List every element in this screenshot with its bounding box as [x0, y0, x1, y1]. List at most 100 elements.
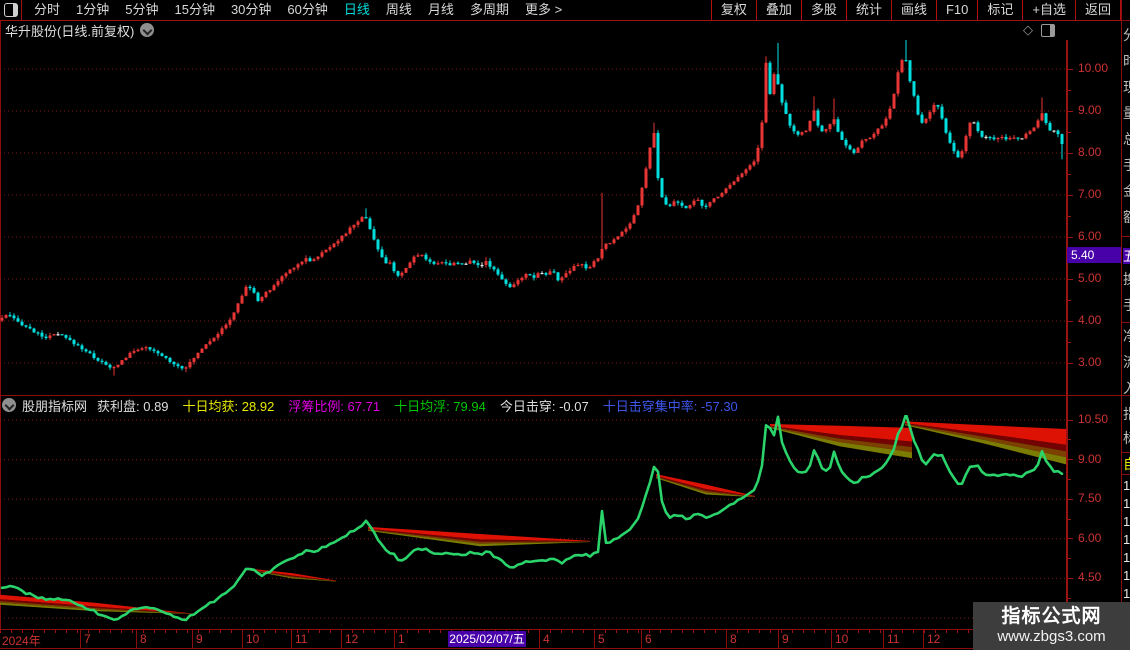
month-separator — [923, 630, 924, 648]
strip-digit: 1 — [1123, 514, 1130, 529]
action-叠加[interactable]: 叠加 — [755, 0, 801, 20]
title-dropdown-icon[interactable] — [140, 23, 155, 37]
strip-highlight-glyph: 五 — [1123, 248, 1130, 264]
strip-separator — [1122, 452, 1130, 453]
period-1分钟[interactable]: 1分钟 — [76, 2, 110, 17]
indicator-source-label: 股朋指标网 — [22, 398, 88, 414]
strip-clipped-glyph: 分 — [1123, 27, 1130, 43]
period-分时[interactable]: 分时 — [34, 2, 61, 17]
main-candlestick-chart[interactable] — [0, 40, 1066, 395]
main-axis-tick — [1068, 278, 1073, 280]
strip-clipped-glyph: 入 — [1123, 380, 1130, 396]
period-月线[interactable]: 月线 — [427, 2, 454, 17]
strip-separator — [1122, 474, 1130, 475]
strip-clipped-glyph: 现 — [1123, 79, 1130, 95]
month-separator — [883, 630, 884, 648]
period-5分钟[interactable]: 5分钟 — [125, 2, 159, 17]
month-label: 7 — [84, 632, 91, 646]
month-separator — [594, 630, 595, 648]
current-price-tag: 5.40 — [1067, 247, 1130, 263]
main-axis-label: 10.00 — [1078, 61, 1109, 75]
strip-yellow-glyph: 自 — [1123, 456, 1130, 472]
main-axis-label: 3.00 — [1078, 355, 1102, 369]
title-bar: 华升股份(日线.前复权) ◇ — [0, 21, 1121, 39]
window-layout-icon[interactable] — [4, 3, 18, 17]
period-周线[interactable]: 周线 — [385, 2, 412, 17]
month-separator — [778, 630, 779, 648]
lower-axis-minor-tick — [1068, 518, 1071, 520]
action-F10[interactable]: F10 — [935, 0, 977, 20]
indicator-field-十日击穿集中率: 十日击穿集中率: -57.30 — [602, 398, 738, 414]
top-menu-bar: 分时 1分钟 5分钟 15分钟 30分钟 60分钟 日线 周线 月线 多周期 更多 > 复权 叠加 多股… — [0, 0, 1121, 20]
period-30分钟[interactable]: 30分钟 — [230, 2, 272, 17]
main-axis-label: 9.00 — [1078, 103, 1102, 117]
month-separator — [539, 630, 540, 648]
month-label: 5 — [598, 632, 605, 646]
month-separator — [80, 630, 81, 648]
strip-clipped-glyph: 手 — [1123, 297, 1130, 313]
watermark-title: 指标公式网 — [1001, 606, 1102, 627]
month-label: 1 — [398, 632, 405, 646]
action-统计[interactable]: 统计 — [845, 0, 891, 20]
price-tag-value: 5.40 — [1071, 248, 1095, 262]
action-menu: 复权 叠加 多股 统计 画线 F10 标记 +自选 返回 — [710, 0, 1121, 20]
period-更多[interactable]: 更多 > — [524, 2, 563, 17]
period-60分钟[interactable]: 60分钟 — [287, 2, 328, 17]
month-label: 9 — [196, 632, 203, 646]
main-axis-label: 6.00 — [1078, 229, 1102, 243]
lower-axis-minor-tick — [1068, 558, 1071, 560]
axis-minor-ticks — [0, 630, 1066, 633]
strip-digit: 1 — [1123, 496, 1130, 511]
main-axis-minor-tick — [1068, 341, 1071, 343]
action-复权[interactable]: 复权 — [710, 0, 756, 20]
strip-clipped-glyph: 换 — [1123, 271, 1130, 287]
month-label: 12 — [345, 632, 359, 646]
main-axis-minor-tick — [1068, 173, 1071, 175]
month-label: 11 — [295, 632, 308, 646]
right-panel-edge: 分时现量总手金额换手净流入指标五自1111111 — [1121, 0, 1130, 650]
strip-clipped-glyph: 金 — [1123, 183, 1130, 199]
period-多周期[interactable]: 多周期 — [469, 2, 509, 17]
stock-title: 华升股份(日线.前复权) — [5, 23, 135, 39]
main-axis-minor-tick — [1068, 89, 1071, 91]
indicator-collapse-icon[interactable] — [2, 398, 16, 412]
indicator-chart[interactable] — [0, 415, 1066, 628]
strip-clipped-glyph: 净 — [1123, 328, 1130, 344]
strip-clipped-glyph: 总 — [1123, 131, 1130, 147]
main-axis-tick — [1068, 68, 1073, 70]
month-separator — [394, 630, 395, 648]
action-标记[interactable]: 标记 — [977, 0, 1022, 20]
month-separator — [136, 630, 137, 648]
main-axis-minor-tick — [1068, 299, 1071, 301]
lower-axis-label: 10.50 — [1078, 412, 1109, 426]
action-返回[interactable]: 返回 — [1074, 0, 1121, 20]
split-window-icon[interactable] — [1041, 23, 1055, 37]
selected-date-tag: 2025/02/07/五 — [448, 631, 526, 647]
action-画线[interactable]: 画线 — [890, 0, 936, 20]
indicator-field-获利盘: 获利盘: 0.89 — [97, 398, 169, 414]
diamond-icon[interactable]: ◇ — [1023, 22, 1033, 37]
main-axis-label: 4.00 — [1078, 313, 1102, 327]
strip-clipped-glyph: 指 — [1123, 406, 1130, 422]
strip-separator — [1122, 20, 1130, 21]
lower-axis-label: 6.00 — [1078, 530, 1102, 545]
main-axis-minor-tick — [1068, 215, 1071, 217]
indicator-field-浮筹比例: 浮筹比例: 67.71 — [288, 398, 381, 414]
main-axis-tick — [1068, 320, 1073, 322]
indicator-header: 股朋指标网 获利盘: 0.89 十日均获: 28.92 浮筹比例: 67.71 十日均… — [0, 396, 1066, 414]
month-separator — [291, 630, 292, 648]
main-axis-minor-tick — [1068, 131, 1071, 133]
action-+自选[interactable]: +自选 — [1022, 0, 1075, 20]
main-axis-tick — [1068, 194, 1073, 196]
indicator-field-今日击穿: 今日击穿: -0.07 — [499, 398, 589, 414]
period-日线[interactable]: 日线 — [343, 2, 370, 17]
month-separator — [641, 630, 642, 648]
main-axis-tick — [1068, 236, 1073, 238]
price-axis: 10.00 9.00 8.00 7.00 6.00 5.00 4.00 3.00 10.50 9.… — [1066, 40, 1123, 648]
period-15分钟[interactable]: 15分钟 — [174, 2, 215, 17]
lower-axis-minor-tick — [1068, 439, 1071, 441]
month-label: 10 — [835, 632, 849, 646]
lower-axis-tick — [1068, 459, 1073, 461]
action-多股[interactable]: 多股 — [800, 0, 846, 20]
